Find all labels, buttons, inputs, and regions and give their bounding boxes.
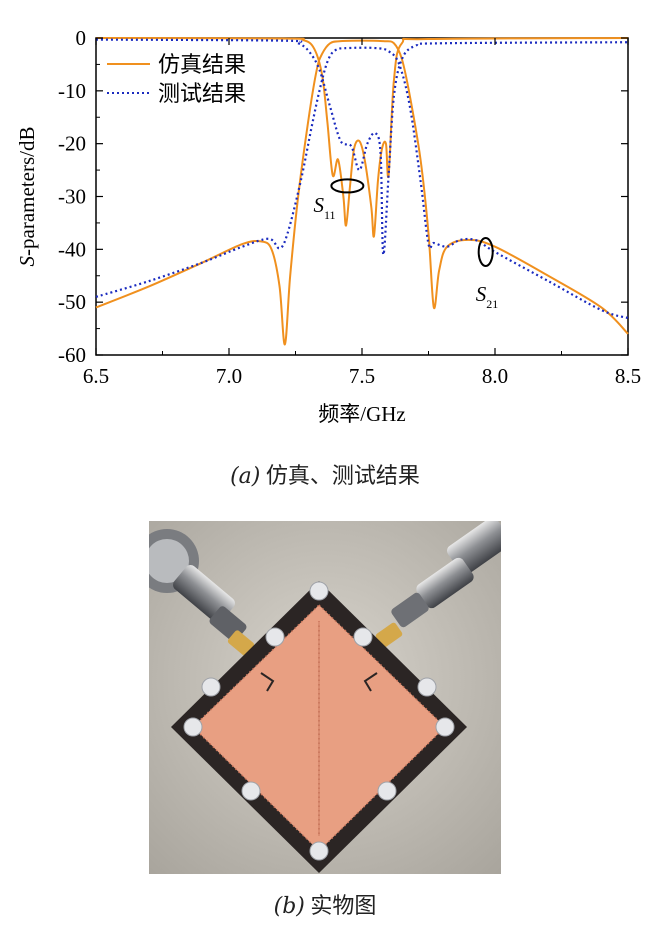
marker-ellipse-s11 — [330, 178, 365, 194]
annotation-subscript: 11 — [324, 208, 336, 222]
caption-a-label: (a) — [230, 464, 261, 489]
annotation-subscript: 21 — [486, 297, 498, 311]
sma-connector-left — [149, 529, 255, 656]
pcb-photo — [149, 521, 501, 874]
legend-label: 仿真结果 — [158, 52, 246, 77]
y-tick-label: -10 — [58, 79, 86, 103]
sma-connector-right — [375, 521, 501, 648]
x-tick-label: 7.0 — [216, 364, 242, 388]
y-axis-label-symbol: S — [15, 255, 39, 266]
legend-label: 测试结果 — [158, 81, 246, 106]
y-tick-label: -40 — [58, 237, 86, 261]
x-tick-label: 6.5 — [83, 364, 109, 388]
x-tick-label: 8.5 — [615, 364, 641, 388]
caption-a: (a) 仿真、测试结果 — [0, 458, 650, 490]
series-line-s11-measured — [95, 38, 629, 256]
y-tick-label: -30 — [58, 185, 86, 209]
chart-series — [95, 37, 629, 346]
y-axis-label: S-parameters/dB — [15, 127, 39, 267]
annotation-label: S21 — [476, 282, 499, 311]
x-tick-label: 7.5 — [349, 364, 375, 388]
marker-ellipse-s21 — [477, 236, 494, 267]
mounting-screws — [183, 581, 455, 861]
series-line-s21-simulated — [95, 39, 629, 346]
caption-b-text: 实物图 — [310, 893, 377, 918]
caption-b-label: (b) — [273, 894, 305, 919]
y-tick-label: -50 — [58, 290, 86, 314]
chart-ticks: 6.5 7.0 7.5 8.0 8.5 0 -10 -20 -30 -40 -50 -60 — [58, 26, 641, 388]
x-tick-label: 8.0 — [482, 364, 508, 388]
x-axis-label: 频率/GHz — [318, 402, 406, 426]
y-tick-label: 0 — [76, 26, 87, 50]
series-line-s21-measured — [95, 46, 629, 320]
y-tick-label: -60 — [58, 343, 86, 367]
y-axis-label-text: -parameters/dB — [15, 127, 39, 256]
annotation-label: S11 — [313, 193, 335, 222]
caption-a-text: 仿真、测试结果 — [265, 463, 420, 488]
annotation-symbol: S — [313, 193, 324, 217]
y-tick-label: -20 — [58, 132, 86, 156]
caption-b: (b) 实物图 — [0, 888, 650, 920]
annotation-symbol: S — [476, 282, 487, 306]
